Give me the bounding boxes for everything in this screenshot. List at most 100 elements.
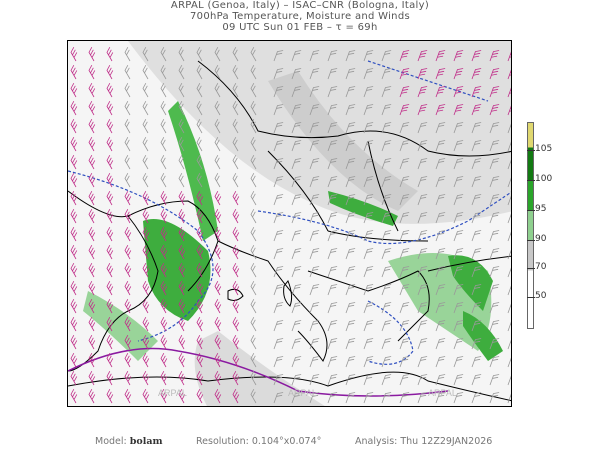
wind-barb xyxy=(232,173,239,188)
wind-barb xyxy=(160,263,168,278)
wind-barb xyxy=(196,155,203,170)
wind-barb xyxy=(489,86,500,98)
wind-barb xyxy=(453,356,464,368)
wind-barb xyxy=(250,371,257,386)
wind-barb xyxy=(381,392,392,404)
wind-barb xyxy=(507,338,511,350)
wind-barb xyxy=(453,374,464,386)
wind-barb xyxy=(160,281,168,296)
wind-barb xyxy=(250,137,257,152)
wind-barb xyxy=(291,374,302,386)
wind-barb xyxy=(214,335,222,350)
wind-barb xyxy=(88,227,96,242)
wind-barb xyxy=(291,158,302,170)
wind-barb xyxy=(70,353,78,368)
wind-barb xyxy=(291,302,302,314)
wind-barb xyxy=(250,155,257,170)
wind-barb xyxy=(106,371,114,386)
wind-barb xyxy=(417,158,428,170)
wind-barb xyxy=(435,140,446,152)
wind-barb xyxy=(435,266,446,278)
wind-barb xyxy=(453,302,464,314)
model-info: Model: bolam xyxy=(95,436,163,447)
wind-barb xyxy=(291,140,302,152)
wind-barb xyxy=(70,101,78,116)
model-label: Model: xyxy=(95,436,127,447)
wind-barb xyxy=(417,302,428,314)
wind-barb xyxy=(381,50,392,62)
wind-barb xyxy=(453,194,464,206)
wind-barb xyxy=(489,356,500,368)
wind-barb xyxy=(471,266,482,278)
wind-barb xyxy=(327,266,338,278)
wind-barb xyxy=(106,227,114,242)
wind-barb xyxy=(124,101,131,116)
wind-barb xyxy=(399,320,410,332)
wind-barb xyxy=(196,353,204,368)
wind-barb xyxy=(399,266,410,278)
colorbar-tick xyxy=(527,210,535,211)
wind-barb xyxy=(435,122,446,134)
wind-barb xyxy=(471,86,482,98)
wind-barb xyxy=(196,83,203,98)
humidity-colorbar xyxy=(527,122,534,329)
wind-barb xyxy=(399,248,410,260)
wind-barb xyxy=(381,284,392,296)
wind-barb xyxy=(471,50,482,62)
wind-barb xyxy=(507,302,511,314)
wind-barb xyxy=(124,245,132,260)
wind-barb xyxy=(178,299,186,314)
wind-barb xyxy=(435,68,446,80)
watermark-logo: ARPAL xyxy=(158,388,187,398)
wind-barb xyxy=(88,281,96,296)
wind-barb xyxy=(453,248,464,260)
wind-barb xyxy=(214,227,222,242)
wind-barb xyxy=(142,137,149,152)
wind-barb xyxy=(399,392,410,404)
wind-barb xyxy=(142,83,149,98)
wind-barb xyxy=(345,104,356,116)
wind-barb xyxy=(70,335,78,350)
wind-barb xyxy=(381,338,392,350)
wind-barb xyxy=(160,83,167,98)
watermark-logo: ARPAL xyxy=(288,388,317,398)
wind-barb xyxy=(178,101,185,116)
wind-barb xyxy=(489,248,500,260)
wind-barb xyxy=(160,335,168,350)
wind-barb xyxy=(507,392,511,404)
wind-barb xyxy=(160,209,168,224)
wind-barb xyxy=(124,83,131,98)
wind-barb xyxy=(232,245,240,260)
wind-barb xyxy=(124,209,132,224)
wind-barb xyxy=(435,158,446,170)
wind-barb xyxy=(345,374,356,386)
wind-barb xyxy=(417,338,428,350)
wind-barb xyxy=(160,317,168,332)
wind-barb xyxy=(453,230,464,242)
wind-barb xyxy=(309,266,320,278)
wind-barb xyxy=(250,299,257,314)
wind-barb xyxy=(160,245,168,260)
wind-barb xyxy=(178,389,186,404)
wind-barb xyxy=(363,392,374,404)
wind-barb xyxy=(417,356,428,368)
wind-barb xyxy=(196,299,204,314)
wind-barb xyxy=(160,371,168,386)
wind-barb xyxy=(124,317,132,332)
wind-barb xyxy=(142,227,150,242)
wind-barb xyxy=(214,371,222,386)
wind-barb xyxy=(399,122,410,134)
wind-barb xyxy=(453,68,464,80)
model-value: bolam xyxy=(129,436,163,447)
wind-barb xyxy=(399,194,410,206)
wind-barb xyxy=(88,137,96,152)
wind-barb xyxy=(507,266,511,278)
wind-barb xyxy=(507,176,511,188)
wind-barb xyxy=(507,140,511,152)
wind-barb xyxy=(489,338,500,350)
wind-barb xyxy=(291,266,302,278)
wind-barb xyxy=(435,338,446,350)
wind-barb xyxy=(70,137,78,152)
wind-barb xyxy=(273,284,284,296)
wind-barb xyxy=(214,47,221,62)
